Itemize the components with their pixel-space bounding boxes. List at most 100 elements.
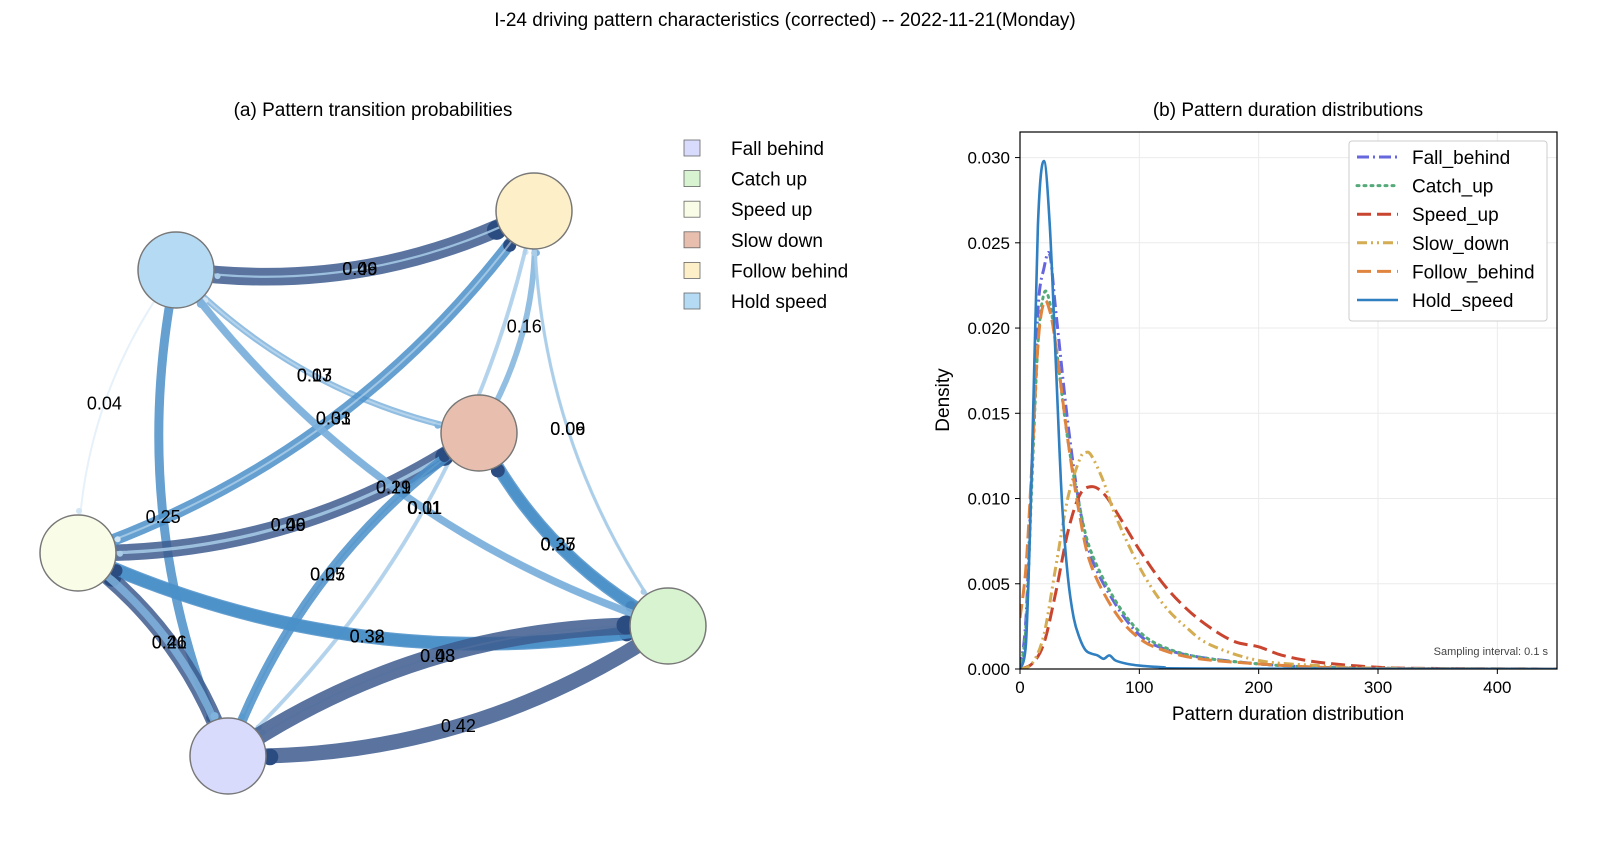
legend-text-slow-down: Slow_down <box>1412 234 1509 255</box>
node-hold-speed <box>137 231 215 309</box>
y-tick-label: 0.000 <box>967 660 1010 679</box>
network-legend: Fall behind Catch up Speed up Slow down Foll… <box>683 139 848 313</box>
edge-label-catch-to-speed: 0.32 <box>350 627 385 647</box>
node-speed-up <box>39 514 117 592</box>
legend-text-fall-behind: Fall_behind <box>1412 148 1510 169</box>
edge-arrowhead-speed-to-fall <box>210 712 219 721</box>
line-legend-box <box>1348 140 1548 322</box>
y-tick-label: 0.020 <box>967 319 1010 338</box>
edge-slow-to-hold <box>175 269 480 434</box>
edge-fall-to-catch <box>219 617 677 765</box>
edge-label-fall-to-slow: 0.27 <box>310 564 345 584</box>
legend-swatch-follow-behind <box>683 261 701 279</box>
panel-b-title: (b) Pattern duration distributions <box>1153 100 1423 121</box>
density-lines <box>1020 159 1557 669</box>
edge-label-slow-to-speed: 0.09 <box>271 515 306 535</box>
legend-label-hold-speed: Hold speed <box>731 292 827 313</box>
network-nodes <box>39 172 707 795</box>
edge-catch-to-follow <box>532 209 670 628</box>
edge-follow-to-hold <box>174 209 536 278</box>
edge-label-slow-to-hold: 0.03 <box>297 366 332 386</box>
edge-label-follow-to-hold: 0.06 <box>342 259 377 279</box>
legend-swatch-catch-up <box>683 170 701 188</box>
edge-label-slow-to-follow: 0.16 <box>507 316 542 336</box>
x-tick-label: 300 <box>1364 678 1392 697</box>
edge-label-speed-to-slow: 0.46 <box>271 515 306 535</box>
edge-arrowhead-catch-to-follow <box>531 249 538 256</box>
edge-label-speed-to-follow: 0.33 <box>316 408 351 428</box>
edge-label-slow-to-fall: 0.05 <box>310 564 345 584</box>
y-tick-label: 0.025 <box>967 234 1010 253</box>
legend-swatch-slow-down <box>683 231 701 249</box>
edge-label-catch-to-hold: 0.21 <box>376 477 411 497</box>
x-tick-label: 100 <box>1125 678 1153 697</box>
y-tick-label: 0.010 <box>967 490 1010 509</box>
edge-slow-to-catch <box>474 428 673 631</box>
legend-swatch-speed-up <box>683 200 701 218</box>
series-line-hold-speed <box>1020 159 1557 669</box>
edge-label-catch-to-fall: 0.42 <box>441 716 476 736</box>
edge-label-hold-to-fall: 0.25 <box>146 507 181 527</box>
series-line-catch-up <box>1020 289 1557 669</box>
series-line-follow-behind <box>1020 298 1557 669</box>
edge-label-fall-to-speed: 0.46 <box>152 633 187 653</box>
edge-label-hold-to-slow: 0.17 <box>297 366 332 386</box>
edge-fall-to-slow <box>223 428 484 761</box>
edge-label-speed-to-catch: 0.38 <box>350 627 385 647</box>
x-tick-label: 400 <box>1483 678 1511 697</box>
node-fall-behind <box>189 717 267 795</box>
edge-catch-to-speed <box>72 547 674 650</box>
edge-label-follow-to-catch: 0.06 <box>550 419 585 439</box>
edge-slow-to-fall <box>227 432 480 757</box>
x-tick-label: 0 <box>1015 678 1024 697</box>
edge-catch-to-fall <box>220 618 676 764</box>
edge-label-speed-to-fall: 0.21 <box>152 633 187 653</box>
edge-catch-to-hold <box>172 266 672 630</box>
legend-label-catch-up: Catch up <box>731 170 807 191</box>
sampling-note: Sampling interval: 0.1 s <box>1434 646 1549 658</box>
series-line-speed-up <box>1020 485 1557 669</box>
x-tick-label: 200 <box>1244 678 1272 697</box>
legend-label-speed-up: Speed up <box>731 200 812 221</box>
edge-label-follow-to-fall: 0.11 <box>408 498 442 518</box>
edge-label-follow-to-speed: 0.01 <box>316 408 351 428</box>
legend-text-follow-behind: Follow_behind <box>1412 262 1535 283</box>
edge-arrowhead-hold-to-speed <box>75 508 82 515</box>
edge-label-slow-to-catch: 0.27 <box>541 535 576 555</box>
node-catch-up <box>629 587 707 665</box>
edge-arrowhead-slow-to-speed <box>116 550 123 557</box>
edge-label-fall-to-catch: 0.48 <box>420 646 455 666</box>
series-line-slow-down <box>1020 450 1557 669</box>
edge-label-hold-to-speed: 0.04 <box>87 394 122 414</box>
y-tick-label: 0.005 <box>967 575 1010 594</box>
edge-label-catch-to-fall: 0.03 <box>420 646 455 666</box>
edge-label-fall-to-follow: 0.01 <box>407 498 442 518</box>
legend-swatch-hold-speed <box>683 292 701 310</box>
panel-a-title: (a) Pattern transition probabilities <box>234 100 513 121</box>
edge-arrowhead-follow-to-speed <box>114 536 121 543</box>
legend-label-follow-behind: Follow behind <box>731 261 848 282</box>
axis-ticks: 0 100 200 300 400 0.000 0.005 0.010 0.015 0.020 0.… <box>967 149 1511 697</box>
y-axis-label: Density <box>933 368 954 432</box>
legend-text-hold-speed: Hold_speed <box>1412 291 1513 312</box>
edge-label-hold-to-follow: 0.49 <box>342 259 377 279</box>
edge-label-catch-to-follow: 0.09 <box>550 419 585 439</box>
edge-label-hold-to-catch: 0.19 <box>376 477 411 497</box>
legend-text-catch-up: Catch_up <box>1412 177 1493 198</box>
y-tick-label: 0.030 <box>967 149 1010 168</box>
edge-follow-to-speed <box>77 210 535 554</box>
legend-text-speed-up: Speed_up <box>1412 205 1499 226</box>
plot-frame <box>1019 131 1558 670</box>
figure-title: I-24 driving pattern characteristics (co… <box>494 10 1076 31</box>
edge-label-catch-to-slow: 0.35 <box>541 535 576 555</box>
node-follow-behind <box>495 172 573 250</box>
legend-label-slow-down: Slow down <box>731 231 823 252</box>
network-edges <box>69 202 677 766</box>
edge-catch-to-slow <box>472 426 675 633</box>
line-legend: Fall_behind Catch_up Speed_up Slow_down Foll… <box>1348 140 1548 322</box>
edge-arrowhead-catch-to-hold <box>196 299 206 308</box>
x-axis-label: Pattern duration distribution <box>1172 704 1404 725</box>
network-edge-labels: 0.490.060.170.040.250.190.030.010.160.06… <box>87 259 585 736</box>
y-tick-label: 0.015 <box>967 404 1010 423</box>
